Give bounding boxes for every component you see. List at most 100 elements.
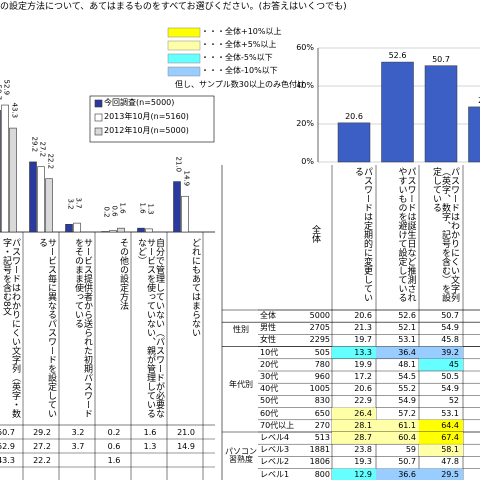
table-cell: 26.4 xyxy=(354,408,372,418)
legend-note: 但し、サンプル数30以上のみ色付け xyxy=(175,80,305,89)
table-cell: 52.1 xyxy=(398,323,416,333)
bar xyxy=(37,166,45,233)
table-cell: 55.2 xyxy=(398,384,416,394)
bar-value-label: 43.3 xyxy=(10,102,18,119)
table-cell: 50.7 xyxy=(398,457,416,467)
bar-value-label: 27.2 xyxy=(38,141,46,157)
category-label: 自分で管理していない（パスワードが必要なサービスを使っていない、親が管理している… xyxy=(136,238,164,418)
category-label: パスワードはわかりにくい文字列（英字、数字、記号を含む）を設定している xyxy=(431,167,459,302)
row-label: 20代 xyxy=(260,359,279,369)
legend-swatch xyxy=(94,99,103,108)
table-cell: 61.1 xyxy=(398,420,416,430)
table-cell: 67.4 xyxy=(441,433,459,442)
table-cell: 53.1 xyxy=(398,335,416,345)
bar xyxy=(109,230,117,233)
row-n: 2295 xyxy=(309,335,330,345)
bar-value-label: 1.3 xyxy=(146,203,154,215)
legend-box xyxy=(89,95,215,143)
table-cell: 52.9 xyxy=(0,442,15,451)
legend-swatch xyxy=(94,127,103,136)
table-cell: 19.9 xyxy=(354,359,372,369)
table-cell: 29.2 xyxy=(33,428,51,437)
table-cell: 1.6 xyxy=(143,428,157,437)
row-label: レベル3 xyxy=(260,445,290,455)
table-cell: 0.2 xyxy=(107,428,121,437)
table-cell: 3.2 xyxy=(71,428,85,437)
table-cell: 54.9 xyxy=(441,323,459,333)
table-cell: 19.3 xyxy=(354,457,372,467)
bar-value-label: 3.7 xyxy=(74,197,82,209)
table-cell: 52.6 xyxy=(398,311,416,320)
table-cell: 57.2 xyxy=(398,408,416,418)
row-label: 男性 xyxy=(260,323,276,333)
legend-swatch xyxy=(167,66,201,77)
bar-value-label: 29. xyxy=(469,96,480,105)
table-cell: 20.6 xyxy=(354,384,372,394)
table-cell: 27.2 xyxy=(33,442,51,451)
category-label: パスワードは xyxy=(470,167,480,307)
table-cell: 39.2 xyxy=(441,347,459,357)
table-cell: 0.6 xyxy=(107,442,121,451)
bar xyxy=(45,178,53,233)
bar-value-label: 50.7 xyxy=(0,84,2,101)
bar-value-label: 0.2 xyxy=(102,206,110,218)
row-label: 女性 xyxy=(260,335,276,345)
bar-value-label: 22.2 xyxy=(46,153,54,169)
legend-label: ・・・全体-10%以下 xyxy=(201,66,278,75)
table-cell: 45.8 xyxy=(441,335,459,345)
table-cell: 21.0 xyxy=(177,428,195,437)
bar-value-label: 1.6 xyxy=(138,202,146,214)
table-cell: 36.6 xyxy=(398,469,416,479)
row-n: 505 xyxy=(314,347,330,357)
bar-value-label: 1.6 xyxy=(118,202,126,214)
bar xyxy=(117,227,125,233)
bar-value-label: 29.2 xyxy=(30,136,38,152)
bar-value-label: 14.9 xyxy=(182,170,190,187)
table-cell: 3.7 xyxy=(71,442,85,451)
bar xyxy=(29,161,37,233)
row-label: 30代 xyxy=(260,372,279,381)
table-cell: 22.2 xyxy=(33,456,51,465)
y-tick-label: 0% xyxy=(301,157,314,166)
cell-highlight xyxy=(332,407,376,420)
row-label: 10代 xyxy=(260,347,279,357)
table-cell: 54.5 xyxy=(398,372,416,381)
table-cell: 52 xyxy=(448,396,459,406)
row-n: 1806 xyxy=(309,457,330,467)
legend-label: ・・・全体-5%以下 xyxy=(201,53,273,62)
row-n: 513 xyxy=(314,433,330,442)
category-label: パスワードはわかりにくい文字列（英字・数字・記号を含む8文 xyxy=(1,238,20,418)
bar xyxy=(65,224,73,233)
group-label: パソコン習熟度 xyxy=(225,447,257,465)
table-cell: 29.5 xyxy=(441,469,459,479)
table-cell: 60.4 xyxy=(398,433,416,442)
table-cell: 23.8 xyxy=(354,445,372,455)
row-n: 960 xyxy=(314,372,330,381)
y-tick-label: 20% xyxy=(296,119,314,128)
cell-highlight xyxy=(376,468,419,480)
bar-value-label: 52.6 xyxy=(388,51,407,61)
table-cell: 14.9 xyxy=(177,442,195,451)
table-cell: 59 xyxy=(405,445,416,455)
table-cell: 20.6 xyxy=(354,311,372,320)
legend-label: ・・・全体+10%以上 xyxy=(201,27,282,36)
table-cell: 48.1 xyxy=(398,359,416,369)
column-header: 全体 xyxy=(310,225,320,243)
category-label: その他の設定方法 xyxy=(118,238,128,310)
row-label: 60代 xyxy=(260,408,279,418)
table-cell: 45 xyxy=(448,359,459,369)
table-cell: 64.4 xyxy=(441,420,459,430)
table-cell: 1.6 xyxy=(107,456,121,465)
row-n: 1005 xyxy=(309,384,330,394)
row-n: 5000 xyxy=(309,311,330,320)
bar-value-label: 50.7 xyxy=(432,54,450,64)
bar-value-label: 20.6 xyxy=(345,111,363,121)
row-n: 800 xyxy=(314,469,330,479)
cell-highlight xyxy=(419,468,463,480)
row-label: 全体 xyxy=(260,311,276,320)
legend-swatch xyxy=(94,113,103,122)
question: の設定方法について、あてはまるものをすべてお選びください。(お答えはいくつでも) xyxy=(0,2,347,12)
table-cell: 50.7 xyxy=(0,428,15,437)
table-cell: 28.7 xyxy=(354,433,372,442)
